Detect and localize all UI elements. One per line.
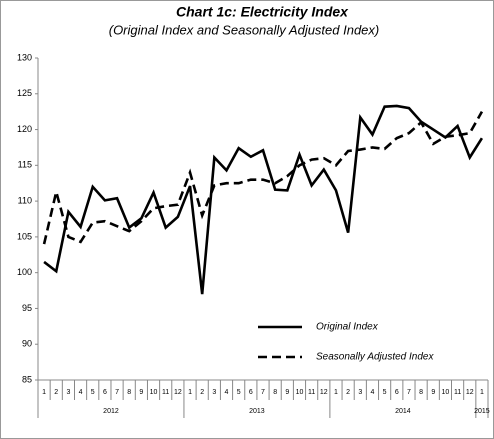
year-label: 2012 — [103, 408, 119, 415]
x-tick-label: 8 — [273, 389, 277, 396]
year-label: 2013 — [249, 408, 265, 415]
x-tick-label: 10 — [296, 389, 304, 396]
x-tick-label: 3 — [212, 389, 216, 396]
x-tick-label: 12 — [174, 389, 182, 396]
x-tick-label: 6 — [103, 389, 107, 396]
series-line — [42, 111, 484, 245]
y-tick-label: 90 — [22, 339, 32, 349]
x-tick-label: 4 — [79, 389, 83, 396]
x-tick-label: 10 — [442, 389, 450, 396]
chart-subtitle: (Original Index and Seasonally Adjusted … — [109, 22, 380, 37]
x-tick-label: 2 — [54, 389, 58, 396]
x-tick-label: 7 — [261, 389, 265, 396]
series-line — [43, 104, 484, 295]
y-tick-label: 125 — [17, 88, 32, 98]
x-tick-label: 12 — [466, 389, 474, 396]
x-tick-label: 2 — [200, 389, 204, 396]
y-tick-label: 110 — [18, 195, 32, 205]
x-tick-label: 4 — [371, 389, 375, 396]
legend-label: Original Index — [316, 322, 379, 333]
x-tick-label: 11 — [308, 389, 315, 396]
x-tick-label: 1 — [42, 389, 46, 396]
year-label: 2014 — [395, 408, 411, 415]
x-tick-label: 7 — [407, 389, 411, 396]
y-tick-label: 100 — [17, 267, 32, 277]
chart-title: Chart 1c: Electricity Index — [176, 4, 349, 20]
y-tick-label: 105 — [17, 231, 32, 241]
x-tick-label: 5 — [383, 389, 387, 396]
x-tick-label: 1 — [188, 389, 192, 396]
y-tick-label: 120 — [17, 124, 32, 134]
x-tick-label: 11 — [454, 389, 461, 396]
x-tick-label: 1 — [334, 389, 338, 396]
y-tick-label: 130 — [17, 52, 32, 62]
x-tick-label: 9 — [431, 389, 435, 396]
x-tick-label: 12 — [320, 389, 328, 396]
x-tick-label: 3 — [66, 389, 70, 396]
x-tick-label: 5 — [91, 389, 95, 396]
y-tick-label: 95 — [22, 303, 32, 313]
x-tick-label: 2 — [346, 389, 350, 396]
legend-label: Seasonally Adjusted Index — [316, 352, 434, 363]
x-tick-label: 8 — [127, 389, 131, 396]
x-tick-label: 8 — [419, 389, 423, 396]
x-tick-label: 10 — [150, 389, 158, 396]
x-tick-label: 9 — [285, 389, 289, 396]
x-tick-label: 11 — [162, 389, 169, 396]
x-tick-label: 4 — [225, 389, 229, 396]
year-label: 2015 — [474, 408, 490, 415]
x-tick-label: 9 — [139, 389, 143, 396]
x-tick-label: 6 — [249, 389, 253, 396]
y-tick-label: 115 — [18, 160, 32, 170]
x-tick-label: 3 — [358, 389, 362, 396]
x-tick-label: 6 — [395, 389, 399, 396]
x-tick-label: 1 — [480, 389, 484, 396]
x-tick-label: 5 — [237, 389, 241, 396]
x-tick-label: 7 — [115, 389, 119, 396]
y-tick-label: 85 — [22, 374, 32, 384]
